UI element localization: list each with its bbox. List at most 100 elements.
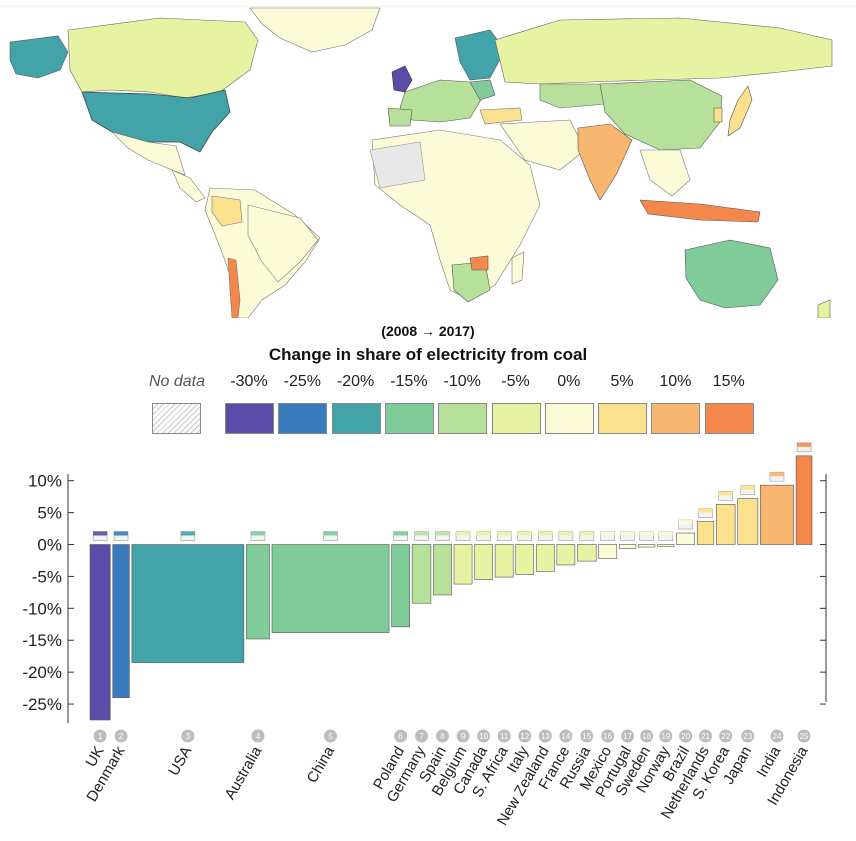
rank-badge: [797, 729, 811, 743]
south-africa-flag: [496, 531, 512, 541]
rank-number: 25: [800, 732, 809, 741]
rank-badge: [181, 729, 195, 743]
rank-number: 10: [479, 732, 488, 741]
poland-flag-stripe: [393, 531, 408, 536]
rank-number: 20: [681, 732, 690, 741]
france-flag: [558, 531, 574, 541]
rank-number: 13: [541, 732, 550, 741]
rank-badge: [518, 729, 532, 743]
map-middle-east: [499, 119, 586, 171]
rank-badge: [679, 729, 693, 743]
south-korea-flag-stripe: [718, 491, 733, 496]
legend-swatch-4: [438, 403, 488, 434]
australia-flag: [250, 531, 266, 541]
bar-denmark: [112, 544, 130, 698]
legend-label-4: -10%: [443, 373, 481, 390]
legend-label-0: -30%: [230, 373, 268, 390]
rank-number: 15: [582, 732, 591, 741]
rank-number: 2: [119, 732, 124, 741]
new-zealand-flag: [538, 531, 553, 541]
map-korea: [713, 107, 723, 123]
bar-france: [556, 544, 576, 566]
bar-usa: [131, 544, 245, 663]
rank-number: 3: [186, 732, 191, 741]
belgium-flag-stripe: [456, 531, 471, 536]
rank-badge: [621, 729, 635, 743]
rank-number: 21: [701, 732, 710, 741]
y-tick-label: -15%: [22, 631, 62, 650]
legend-no-data-label: No data: [148, 373, 206, 390]
bar-poland: [391, 544, 410, 628]
spain-flag: [435, 531, 450, 541]
rank-badge: [770, 729, 784, 743]
uk-flag-stripe: [93, 531, 108, 536]
y-tick-label: -25%: [22, 695, 62, 714]
y-tick-label: -10%: [22, 599, 62, 618]
legend-label-8: 10%: [659, 373, 692, 390]
map-alaska: [9, 35, 69, 79]
map-usa: [81, 89, 231, 153]
germany-flag: [414, 531, 429, 541]
bar-netherlands: [696, 521, 715, 545]
rank-badge: [640, 729, 654, 743]
usa-flag-stripe: [180, 531, 195, 536]
sweden-flag-stripe: [639, 531, 654, 536]
map-greenland: [249, 7, 381, 53]
rank-number: 11: [500, 732, 509, 741]
rank-number: 6: [398, 732, 403, 741]
rank-badge: [114, 729, 128, 743]
legend-swatch-5: [491, 403, 541, 434]
bar-brazil: [676, 532, 696, 545]
uk-flag: [92, 531, 108, 541]
legend-label-6: 0%: [557, 373, 581, 390]
brazil-flag: [678, 519, 693, 530]
bar-italy: [515, 544, 535, 575]
legend-swatch-7: [598, 403, 648, 434]
bar-belgium: [453, 544, 473, 585]
netherlands-flag-stripe: [698, 508, 713, 513]
bar-south-africa: [494, 544, 514, 578]
map-north-africa-nodata: [369, 141, 426, 189]
spain-flag-stripe: [435, 531, 450, 536]
map-indonesia: [639, 199, 761, 223]
rank-badge: [741, 729, 755, 743]
map-mexico: [110, 131, 186, 176]
legend-no-data-swatch: [152, 403, 201, 434]
bar-russia: [577, 544, 597, 562]
legend-label-7: 5%: [610, 373, 634, 390]
bar-germany: [411, 544, 432, 604]
bar-indonesia: [795, 455, 813, 545]
chart-title: Change in share of electricity from coal: [268, 345, 588, 364]
usa-flag: [180, 531, 196, 541]
canada-flag: [476, 531, 491, 541]
indonesia-flag-stripe: [797, 442, 812, 447]
bar-sweden: [638, 544, 656, 548]
bar-uk: [89, 544, 111, 721]
rank-badge: [251, 729, 265, 743]
category-label: China: [304, 743, 339, 786]
bar-australia: [246, 544, 270, 640]
norway-flag-stripe: [658, 531, 673, 536]
rank-number: 22: [721, 732, 730, 741]
map-japan: [727, 85, 753, 137]
legend-swatch-0: [225, 403, 274, 434]
rank-number: 17: [623, 732, 632, 741]
legend-label-2: -20%: [336, 373, 375, 390]
poland-flag: [393, 531, 408, 541]
italy-flag-stripe: [517, 531, 532, 536]
y-tick-label: -20%: [22, 663, 62, 682]
y-tick-label: 0%: [37, 536, 62, 555]
rank-badge: [93, 729, 107, 743]
map-india: [577, 123, 633, 201]
denmark-flag: [113, 531, 129, 541]
rank-number: 5: [328, 732, 333, 741]
legend-swatch-3: [384, 403, 434, 434]
belgium-flag: [455, 531, 471, 541]
map-colombia: [211, 195, 243, 227]
italy-flag: [517, 531, 532, 541]
bar-mexico: [598, 544, 618, 559]
rank-badge: [699, 729, 713, 743]
map-madagascar: [511, 251, 525, 285]
rank-badge: [538, 729, 552, 743]
category-label: Australia: [222, 743, 266, 803]
